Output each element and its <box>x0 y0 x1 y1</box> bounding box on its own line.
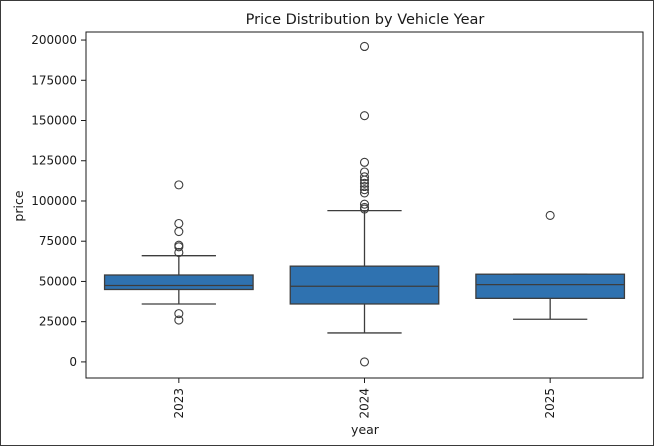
outlier-point <box>359 188 370 198</box>
box-group-2024 <box>289 41 440 367</box>
outlier-point <box>359 199 370 209</box>
outlier-point <box>359 111 370 121</box>
y-axis-label: price <box>11 190 26 221</box>
y-tick-label: 25000 <box>39 315 77 329</box>
x-axis-label: year <box>351 422 380 437</box>
y-tick-label: 200000 <box>31 33 77 47</box>
iqr-box <box>103 274 254 291</box>
outlier-point <box>359 175 370 185</box>
outlier-point <box>359 185 370 195</box>
x-tick-label: 2025 <box>543 388 557 419</box>
outlier-point <box>174 309 184 319</box>
y-tick-label: 150000 <box>31 114 77 128</box>
y-tick-label: 125000 <box>31 154 77 168</box>
outlier-point <box>359 178 370 188</box>
outlier-point <box>545 210 555 221</box>
y-tick-label: 175000 <box>31 73 77 87</box>
y-tick-label: 0 <box>69 355 77 369</box>
outlier-point <box>359 172 370 182</box>
outlier-point <box>359 181 370 192</box>
outlier-point <box>174 315 184 325</box>
outlier-point <box>174 242 184 252</box>
outlier-point <box>359 41 370 52</box>
outlier-point <box>174 247 184 258</box>
x-tick-label: 2024 <box>358 388 372 419</box>
x-tick-label: 2023 <box>172 388 186 419</box>
y-tick-label: 50000 <box>39 274 77 288</box>
outlier-point <box>359 157 370 167</box>
outlier-point <box>174 180 184 190</box>
y-tick-label: 100000 <box>31 194 77 208</box>
outlier-point <box>174 218 184 229</box>
box-group-2025 <box>475 210 626 320</box>
y-tick-label: 75000 <box>39 234 77 248</box>
outlier-point <box>174 227 184 237</box>
box-group-2023 <box>103 180 254 325</box>
chart-title: Price Distribution by Vehicle Year <box>246 12 485 28</box>
iqr-box <box>475 273 626 299</box>
outlier-point <box>359 357 370 367</box>
outlier-point <box>359 204 370 214</box>
iqr-box <box>289 265 440 305</box>
